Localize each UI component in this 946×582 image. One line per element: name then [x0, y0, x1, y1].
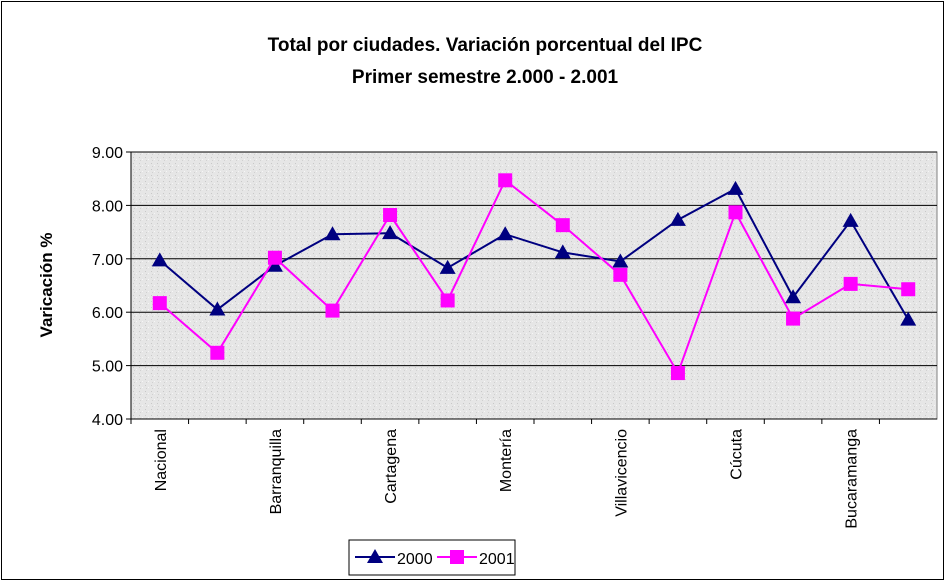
- point: [383, 208, 398, 223]
- point: [498, 173, 513, 188]
- y-tick-label: 8.00: [92, 198, 123, 215]
- x-tick-label: Cartagena: [383, 429, 400, 504]
- x-tick-label: Nacional: [153, 429, 170, 491]
- y-axis-label: Varicación %: [37, 233, 56, 338]
- legend-label: 2000: [397, 551, 433, 568]
- legend-marker: [367, 549, 383, 563]
- y-tick-label: 6.00: [92, 305, 123, 322]
- y-tick-label: 9.00: [92, 145, 123, 162]
- chart-subtitle: Primer semestre 2.000 - 2.001: [352, 67, 619, 88]
- point: [728, 205, 743, 220]
- series-line: [159, 187, 910, 321]
- x-tick-label: Bucaramanga: [844, 429, 861, 529]
- point: [613, 267, 628, 282]
- point: [209, 301, 226, 316]
- point: [152, 296, 167, 311]
- point: [324, 226, 341, 241]
- point: [325, 303, 340, 318]
- point: [439, 259, 456, 274]
- point: [612, 253, 629, 268]
- point: [901, 282, 916, 297]
- series-line: [159, 178, 909, 376]
- legend-label: 2001: [479, 551, 515, 568]
- x-tick-label: Villavicencio: [613, 429, 630, 517]
- point: [900, 311, 917, 326]
- point: [670, 366, 685, 381]
- point: [669, 211, 686, 226]
- point: [843, 276, 858, 291]
- point: [786, 311, 801, 326]
- point: [151, 252, 168, 267]
- point: [785, 289, 802, 304]
- point: [267, 250, 282, 265]
- point: [382, 225, 399, 240]
- plot-area: [130, 151, 938, 420]
- point: [554, 244, 571, 259]
- y-tick-label: 7.00: [92, 252, 123, 269]
- point: [266, 257, 283, 272]
- point: [210, 345, 225, 360]
- legend-marker: [450, 550, 464, 564]
- chart-title: Total por ciudades. Variación porcentual…: [268, 35, 703, 56]
- x-tick-label: Montería: [498, 429, 515, 492]
- point: [555, 218, 570, 233]
- point: [842, 212, 859, 227]
- y-tick-label: 4.00: [92, 412, 123, 429]
- y-tick-label: 5.00: [92, 359, 123, 376]
- point: [497, 226, 514, 241]
- point: [440, 293, 455, 308]
- x-tick-label: Cúcuta: [729, 429, 746, 480]
- x-tick-label: Barranquilla: [268, 429, 285, 514]
- point: [727, 180, 744, 195]
